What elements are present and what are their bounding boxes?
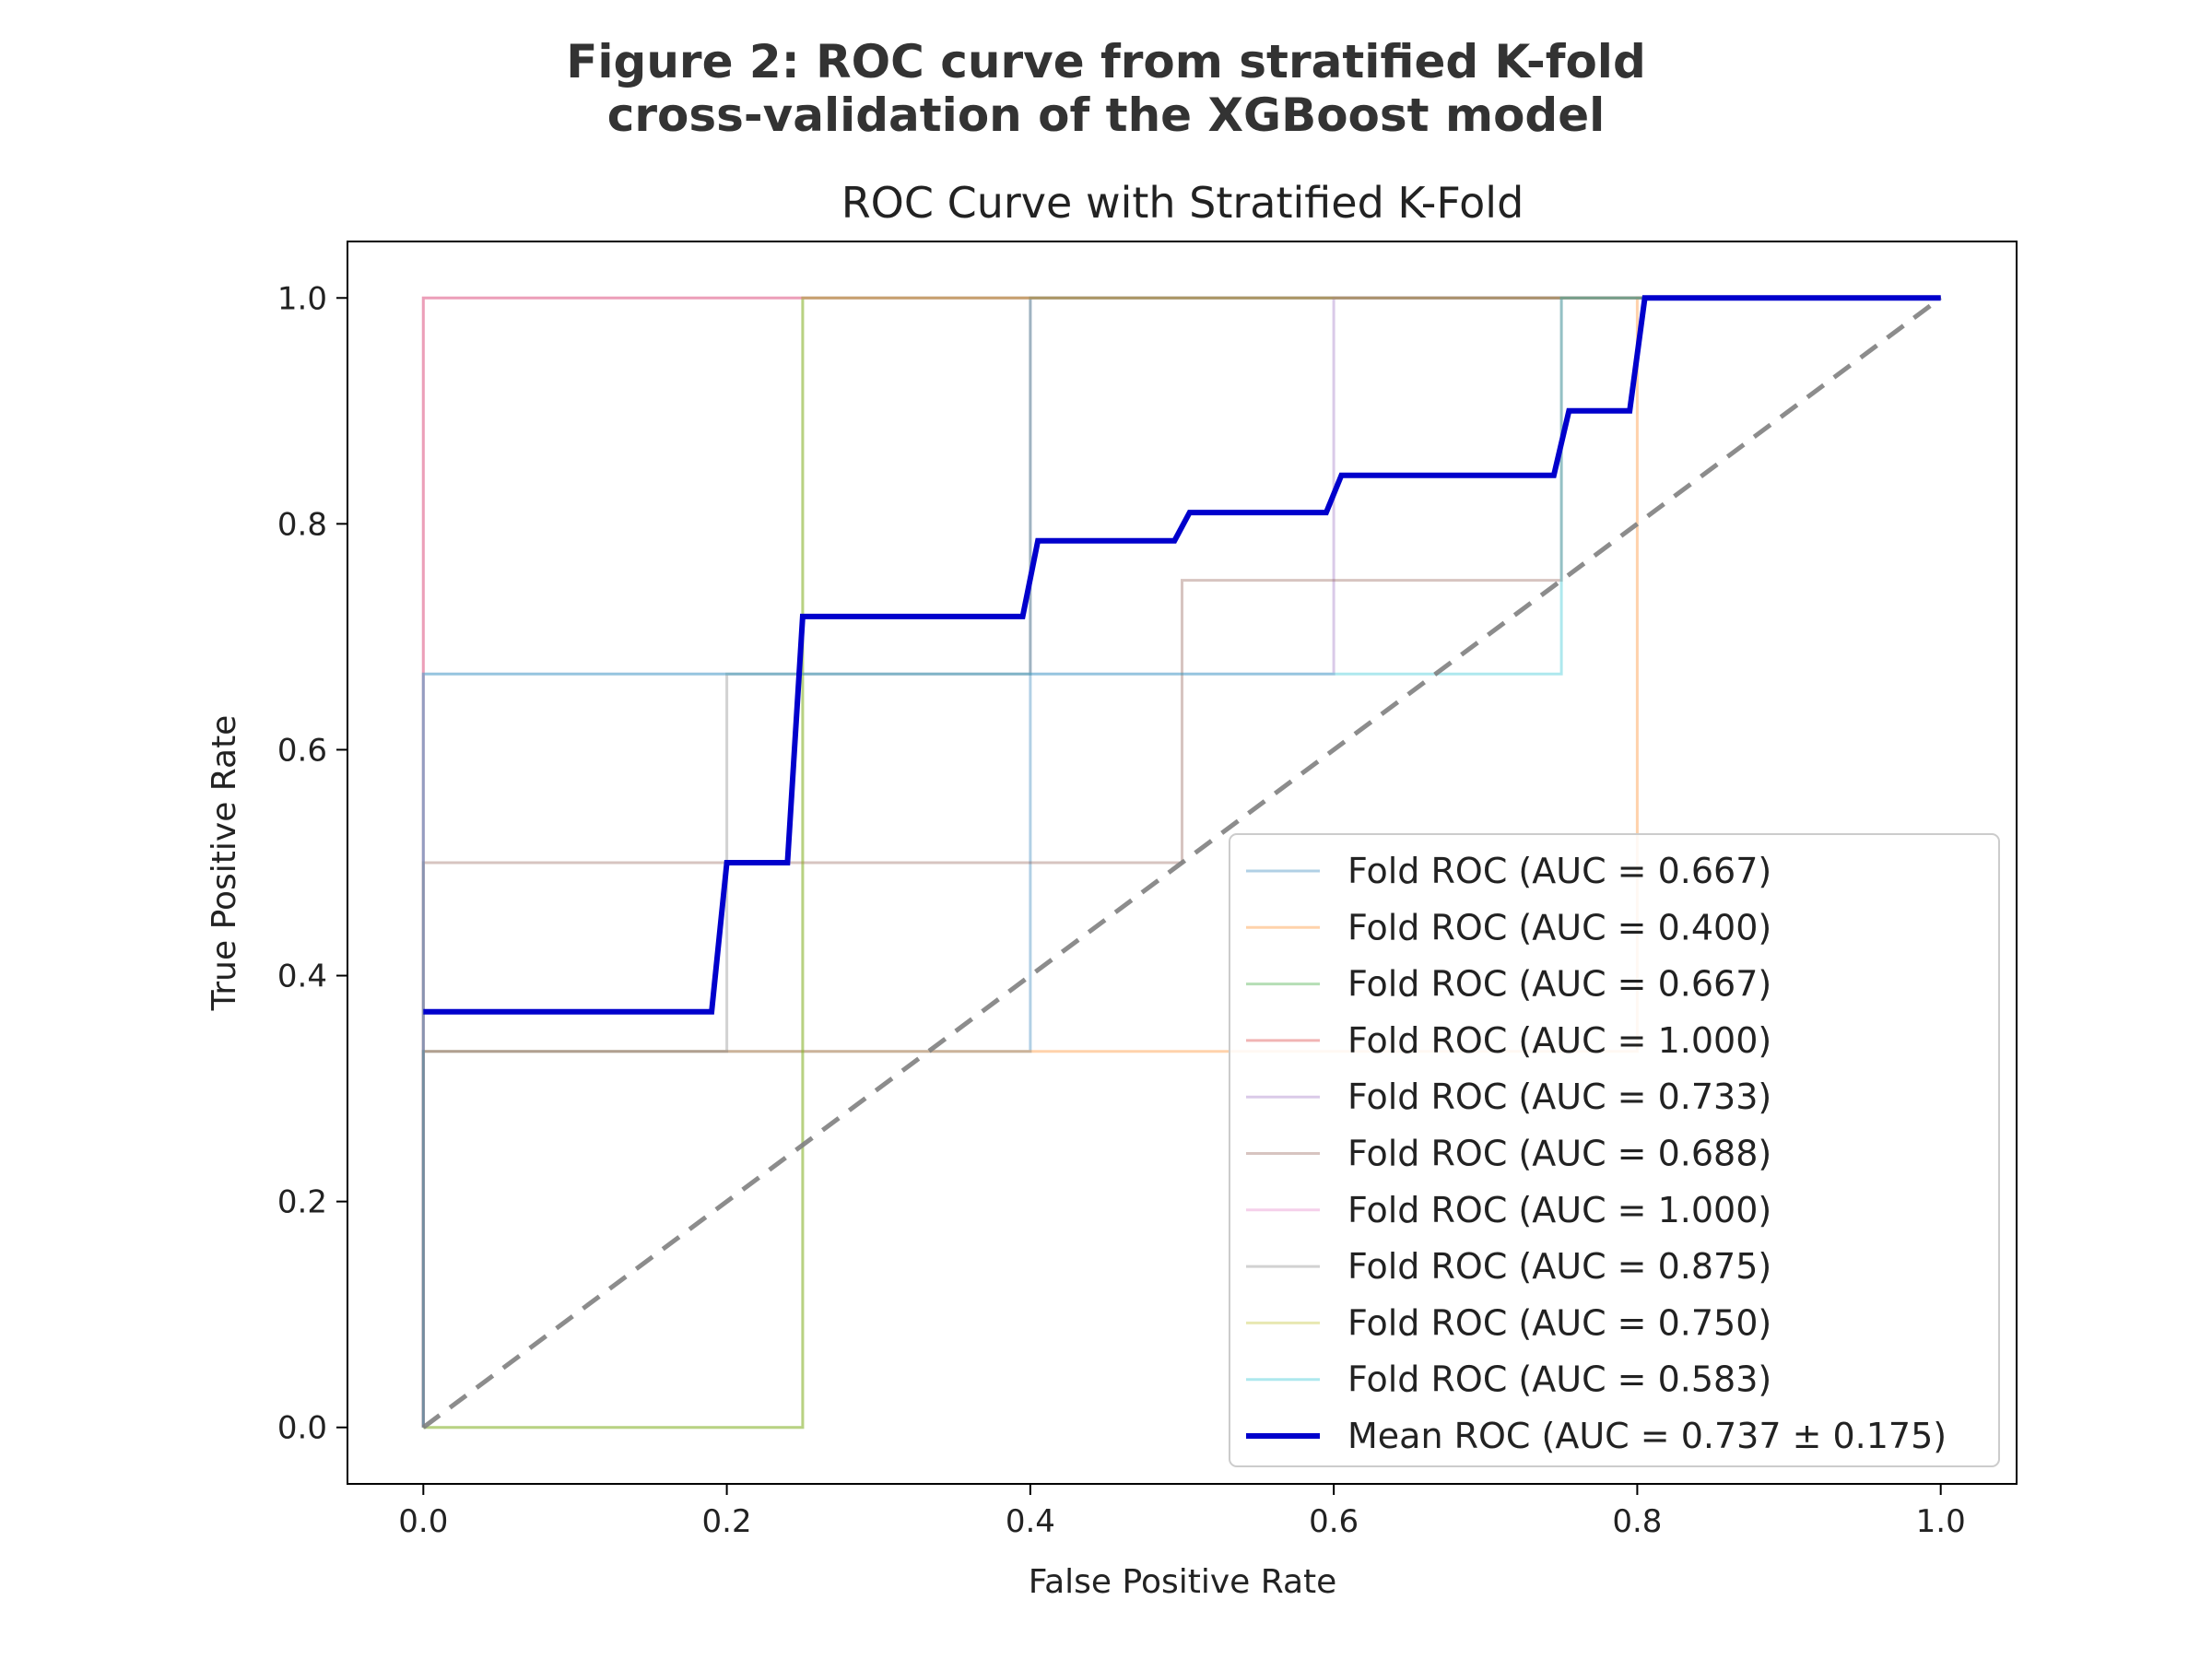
legend-entry: Fold ROC (AUC = 0.667)	[1246, 964, 1771, 1005]
fold-roc-line-4	[421, 296, 1941, 1428]
figure-caption: Figure 2: ROC curve from stratified K-fo…	[0, 35, 2212, 142]
x-axis-label: False Positive Rate	[1029, 1563, 1337, 1601]
y-tick-label: 0.6	[277, 732, 327, 769]
legend-entry: Fold ROC (AUC = 1.000)	[1246, 1020, 1771, 1061]
figure-caption-line-1: Figure 2: ROC curve from stratified K-fo…	[566, 35, 1646, 88]
fold-roc-line-3	[423, 296, 1941, 1430]
legend-entry: Fold ROC (AUC = 0.688)	[1246, 1134, 1771, 1174]
figure-caption-line-2: cross-validation of the XGBoost model	[606, 88, 1606, 142]
legend-entry: Fold ROC (AUC = 0.583)	[1246, 1359, 1771, 1400]
legend-entry: Fold ROC (AUC = 1.000)	[1246, 1190, 1771, 1230]
legend-label: Fold ROC (AUC = 0.667)	[1347, 851, 1771, 891]
x-tick-label: 0.0	[398, 1503, 448, 1540]
legend-label: Fold ROC (AUC = 1.000)	[1347, 1190, 1771, 1230]
legend-label: Fold ROC (AUC = 0.733)	[1347, 1077, 1771, 1117]
x-tick-label: 0.6	[1309, 1503, 1359, 1540]
fold-roc-line-7	[421, 296, 1941, 1428]
x-tick-label: 1.0	[1916, 1503, 1966, 1540]
y-tick-label: 0.8	[277, 506, 327, 543]
fold-roc-line-9	[423, 296, 1941, 1430]
fold-roc-line-6	[421, 296, 1941, 1428]
chart-title: ROC Curve with Stratified K-Fold	[841, 178, 1524, 228]
legend-label: Fold ROC (AUC = 0.875)	[1347, 1246, 1771, 1287]
legend-label: Mean ROC (AUC = 0.737 ± 0.175)	[1347, 1416, 1947, 1456]
legend-entry: Fold ROC (AUC = 0.667)	[1246, 851, 1771, 891]
legend-box	[1229, 833, 2000, 1467]
y-tick-label: 0.2	[277, 1184, 327, 1221]
legend-entry: Fold ROC (AUC = 0.733)	[1246, 1077, 1771, 1117]
y-tick-label: 1.0	[277, 280, 327, 317]
fold-roc-line-8	[421, 296, 1941, 1428]
legend-label: Fold ROC (AUC = 0.583)	[1347, 1359, 1771, 1400]
x-tick-label: 0.4	[1006, 1503, 1055, 1540]
y-axis-ticks: 0.0 0.2 0.4 0.6 0.8 1.0	[277, 280, 347, 1447]
y-tick-label: 0.4	[277, 959, 327, 995]
y-tick-label: 0.0	[277, 1410, 327, 1447]
legend-entry: Fold ROC (AUC = 0.750)	[1246, 1302, 1771, 1343]
x-tick-label: 0.2	[702, 1503, 752, 1540]
legend-entry: Fold ROC (AUC = 0.875)	[1246, 1246, 1771, 1287]
x-axis-ticks: 0.0 0.2 0.4 0.6 0.8 1.0	[398, 1484, 1966, 1540]
legend-label: Fold ROC (AUC = 0.667)	[1347, 964, 1771, 1005]
chance-diagonal-line	[421, 296, 1943, 1430]
legend: Fold ROC (AUC = 0.667) Fold ROC (AUC = 0.…	[1229, 833, 2000, 1467]
mean-roc-line	[423, 295, 1941, 1015]
legend-label: Fold ROC (AUC = 0.750)	[1347, 1302, 1771, 1343]
legend-label: Fold ROC (AUC = 1.000)	[1347, 1020, 1771, 1061]
y-axis-label: True Positive Rate	[206, 715, 243, 1012]
legend-label: Fold ROC (AUC = 0.688)	[1347, 1134, 1771, 1174]
fold-roc-line-1	[421, 296, 1941, 1428]
fold-roc-line-5	[421, 296, 1941, 1428]
legend-entry: Mean ROC (AUC = 0.737 ± 0.175)	[1246, 1416, 1947, 1456]
x-tick-label: 0.8	[1612, 1503, 1662, 1540]
legend-entry: Fold ROC (AUC = 0.400)	[1246, 907, 1771, 947]
legend-label: Fold ROC (AUC = 0.400)	[1347, 907, 1771, 947]
